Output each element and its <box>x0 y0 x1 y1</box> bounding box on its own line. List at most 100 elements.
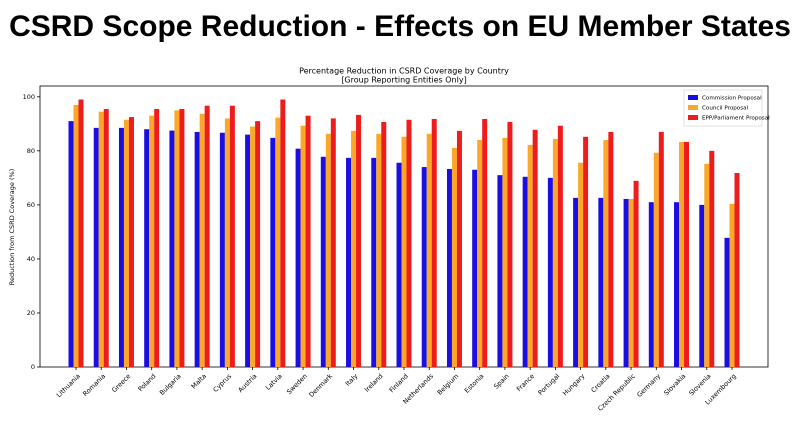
bar <box>507 121 513 367</box>
bar <box>295 148 301 367</box>
legend-label: EPP/Parliament Proposal <box>702 116 770 122</box>
x-tick-label: Denmark <box>307 372 334 399</box>
y-tick-label: 100 <box>23 93 35 101</box>
bar <box>204 105 210 368</box>
bar <box>633 180 639 367</box>
x-tick-label: Lithuania <box>55 372 82 399</box>
legend-swatch <box>688 105 698 110</box>
bar <box>73 104 79 368</box>
y-axis-label: Reduction from CSRD Coverage (%) <box>8 169 16 285</box>
x-tick-label: Croatia <box>589 372 611 394</box>
bar <box>557 125 563 368</box>
legend-swatch <box>688 95 698 100</box>
bar <box>709 150 715 367</box>
bar <box>704 163 710 367</box>
x-tick-label: Hungary <box>561 372 586 397</box>
bar <box>477 140 483 367</box>
chart-subtitle: [Group Reporting Entities Only] <box>341 76 466 85</box>
bar <box>734 173 740 367</box>
legend-label: Council Proposal <box>702 106 749 112</box>
x-tick-label: Austria <box>237 372 259 394</box>
bar <box>497 175 503 367</box>
bar <box>532 129 538 367</box>
chart-title: Percentage Reduction in CSRD Coverage by… <box>299 67 509 76</box>
bar <box>623 198 629 367</box>
bar <box>376 133 382 367</box>
x-tick-label: Slovakia <box>662 372 687 397</box>
bar <box>381 121 387 367</box>
bar <box>371 157 377 367</box>
x-tick-label: Poland <box>137 372 158 393</box>
legend-swatch <box>688 115 698 120</box>
bar <box>356 114 362 367</box>
bar <box>154 108 160 368</box>
bar <box>482 118 488 367</box>
bar <box>456 130 462 367</box>
bar <box>270 137 276 367</box>
bar <box>421 167 427 367</box>
bar <box>578 162 584 367</box>
bar <box>451 147 457 367</box>
bar <box>446 168 452 367</box>
legend-label: Commission Proposal <box>702 96 762 102</box>
bar <box>346 157 352 367</box>
bar <box>522 176 528 367</box>
bar <box>224 118 230 367</box>
x-tick-label: Italy <box>344 372 360 388</box>
bar <box>603 140 609 367</box>
bar <box>426 133 432 367</box>
x-tick-label: Sweden <box>285 372 309 396</box>
bar <box>527 144 533 367</box>
bar <box>78 99 84 367</box>
bar <box>305 115 311 367</box>
bar <box>552 138 558 367</box>
bar <box>653 152 659 367</box>
bar <box>300 125 306 368</box>
x-tick-label: Portugal <box>537 372 562 397</box>
bar <box>431 118 437 367</box>
bar <box>68 121 74 367</box>
bar <box>724 237 730 367</box>
bar <box>169 130 175 367</box>
bar <box>547 177 553 367</box>
bar <box>658 131 664 367</box>
y-tick-label: 20 <box>27 309 35 317</box>
x-tick-label: France <box>515 372 536 393</box>
bar <box>128 117 134 367</box>
bar <box>98 111 104 367</box>
x-tick-label: Belgium <box>436 372 461 397</box>
bar <box>149 115 155 367</box>
bar <box>280 99 286 367</box>
page-title: CSRD Scope Reduction - Effects on EU Mem… <box>9 10 791 43</box>
bar <box>179 108 185 368</box>
bar <box>330 118 336 367</box>
bar <box>406 119 412 367</box>
x-tick-label: Greece <box>110 372 132 394</box>
bar <box>275 117 281 367</box>
bar <box>144 129 150 367</box>
bar <box>320 156 326 367</box>
bar <box>219 132 225 367</box>
bar <box>573 197 579 367</box>
bar <box>396 162 402 367</box>
bar <box>245 134 251 367</box>
bar <box>699 204 705 367</box>
bar <box>679 141 685 367</box>
x-tick-label: Ireland <box>363 372 385 394</box>
bar <box>729 203 735 367</box>
bar <box>194 131 200 367</box>
x-tick-label: Finland <box>388 372 410 394</box>
bar <box>351 130 357 367</box>
x-tick-label: Estonia <box>463 372 486 395</box>
bar <box>401 136 407 367</box>
y-tick-label: 0 <box>31 363 35 371</box>
y-tick-label: 80 <box>27 147 35 155</box>
bar <box>103 108 109 368</box>
x-tick-label: Romania <box>81 372 107 398</box>
bar <box>674 202 680 367</box>
x-tick-label: Latvia <box>264 372 284 392</box>
bar <box>123 119 129 367</box>
x-tick-label: Spain <box>492 372 511 391</box>
bar <box>583 136 589 367</box>
